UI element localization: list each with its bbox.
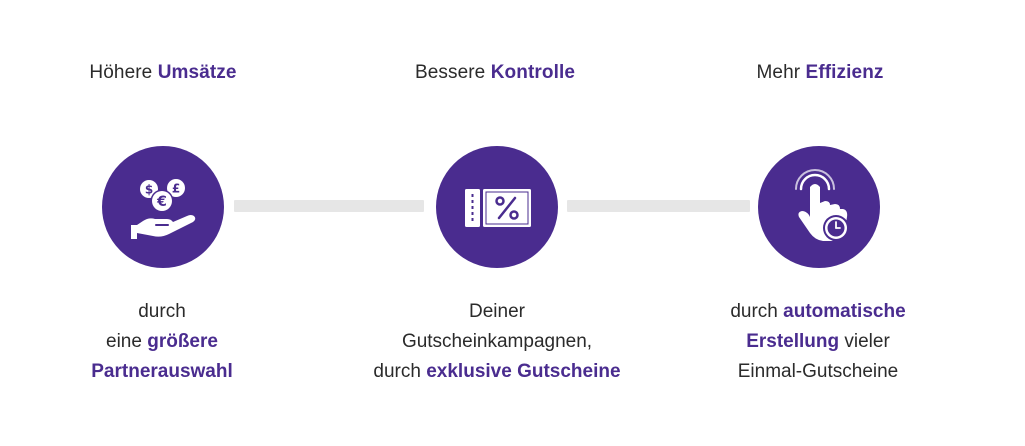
heading-effizienz: Mehr Effizienz	[670, 60, 970, 86]
svg-text:$: $	[145, 183, 153, 197]
touch-timer-icon	[795, 169, 849, 241]
heading-plain: Mehr	[756, 62, 806, 83]
svg-text:£: £	[172, 182, 180, 196]
desc-umsaetze: durch eine größere Partnerauswahl	[2, 297, 322, 387]
desc-line: Deiner	[469, 301, 525, 322]
desc-bold: größere	[147, 331, 218, 352]
desc-plain: vieler	[839, 331, 890, 352]
heading-plain: Bessere	[414, 62, 491, 83]
desc-effizienz: durch automatische Erstellung vieler Ein…	[658, 297, 978, 387]
connector-line-1	[234, 200, 424, 212]
connector-line-2	[567, 200, 750, 212]
desc-line-bold: Partnerauswahl	[91, 361, 233, 382]
desc-plain: durch	[373, 361, 427, 382]
heading-kontrolle: Bessere Kontrolle	[345, 60, 645, 86]
desc-plain: eine	[106, 331, 148, 352]
desc-line: durch exklusive Gutscheine	[337, 357, 657, 387]
desc-line: Erstellung vieler	[658, 327, 978, 357]
heading-bold: Kontrolle	[490, 62, 576, 83]
circle-effizienz	[758, 146, 880, 268]
desc-line: durch	[138, 301, 186, 322]
heading-bold: Effizienz	[805, 62, 884, 83]
hand-coins-icon: $ £ €	[131, 179, 196, 239]
heading-umsaetze: Höhere Umsätze	[13, 60, 313, 86]
desc-line: eine größere	[2, 327, 322, 357]
desc-line: Gutscheinkampagnen,	[401, 331, 593, 352]
desc-line: durch automatische	[658, 297, 978, 327]
svg-text:€: €	[156, 194, 167, 210]
circle-umsaetze: $ £ €	[102, 146, 224, 268]
desc-plain: durch	[730, 301, 784, 322]
desc-kontrolle: Deiner Gutscheinkampagnen, durch exklusi…	[337, 297, 657, 387]
desc-line: Einmal-Gutscheine	[737, 361, 899, 382]
heading-plain: Höhere	[89, 62, 158, 83]
desc-bold: exklusive Gutscheine	[426, 361, 621, 382]
voucher-percent-icon	[465, 189, 531, 227]
heading-bold: Umsätze	[157, 62, 237, 83]
circle-kontrolle	[436, 146, 558, 268]
desc-bold: Erstellung	[746, 331, 840, 352]
desc-bold: automatische	[783, 301, 906, 322]
